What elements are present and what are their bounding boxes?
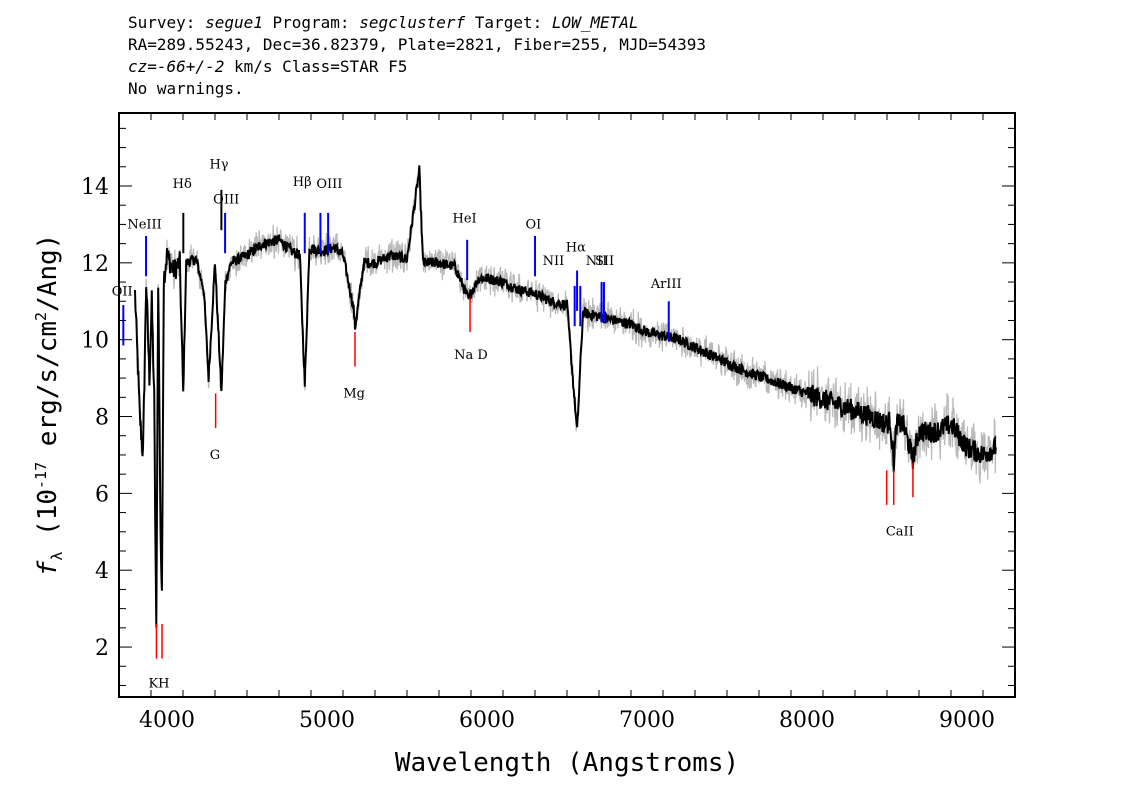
- x-tick-label: 5000: [299, 708, 355, 733]
- x-tick-label: 6000: [459, 708, 515, 733]
- spectrum-line: [134, 165, 997, 628]
- y-axis-sq: 2: [32, 312, 50, 321]
- y-axis-units-a: (10: [33, 489, 63, 552]
- line-label: Hδ: [173, 177, 192, 192]
- line-label: NeIII: [127, 217, 161, 232]
- x-tick-label: 9000: [939, 708, 995, 733]
- y-axis-units-b: erg/s/cm: [33, 321, 63, 462]
- y-axis-exponent: -17: [32, 462, 50, 489]
- x-tick-label: 4000: [139, 708, 195, 733]
- y-axis-units-c: /Ang): [33, 234, 63, 312]
- line-label: OIII: [213, 192, 239, 207]
- y-axis-title: fλ (10-17 erg/s/cm2/Ang): [32, 234, 66, 577]
- line-label: NII: [543, 254, 565, 269]
- y-tick-label: 10: [81, 329, 109, 354]
- line-label: Na D: [454, 348, 488, 363]
- cz-value: =-66+/-2: [147, 57, 225, 76]
- line-label: OI: [526, 217, 542, 232]
- y-tick-label: 8: [95, 406, 109, 431]
- line-label: Hβ: [293, 175, 312, 190]
- x-tick-label: 8000: [779, 708, 835, 733]
- cz-label: cz: [128, 57, 148, 76]
- line-label: HeI: [453, 212, 477, 227]
- line-label: Hα: [566, 240, 586, 255]
- y-tick-label: 6: [95, 482, 109, 507]
- line-label: OIII: [316, 177, 342, 192]
- x-axis-title: Wavelength (Angstroms): [395, 748, 739, 778]
- line-label: OII: [112, 285, 133, 300]
- error-band: [134, 168, 997, 638]
- line-label: ArIII: [650, 277, 682, 292]
- y-tick-label: 4: [95, 559, 109, 584]
- y-tick-label: 12: [81, 252, 109, 277]
- line-label: NII: [586, 254, 608, 269]
- y-tick-label: 2: [95, 636, 109, 661]
- target-value: LOW_METAL: [551, 13, 639, 32]
- line-label: CaII: [886, 525, 914, 540]
- line-label: KH: [148, 676, 169, 691]
- line-label: Hγ: [209, 158, 228, 173]
- x-tick-label: 7000: [619, 708, 675, 733]
- y-tick-label: 14: [81, 175, 109, 200]
- target-label: Target:: [465, 13, 552, 32]
- plot-frame: [118, 112, 1016, 698]
- line-label: SII: [595, 254, 614, 269]
- header-line-3: cz=-66+/-2 km/s Class=STAR F5: [128, 56, 706, 78]
- program-label: Program:: [262, 13, 360, 32]
- axis-ticks: 4000 5000 6000 7000 8000 9000 2 4 6 8 10 12 14: [81, 113, 1016, 733]
- line-label: Mg: [343, 386, 365, 401]
- spectrum-series: [134, 165, 997, 628]
- survey-value: segue1: [205, 13, 263, 32]
- program-value: segclusterf: [359, 13, 466, 32]
- y-axis-flux-symbol: f: [33, 560, 63, 576]
- y-axis-lambda: λ: [48, 552, 66, 561]
- line-label: G: [210, 448, 220, 463]
- header-line-1: Survey: segue1 Program: segclusterf Targ…: [128, 12, 706, 34]
- spectrum-header: Survey: segue1 Program: segclusterf Targ…: [128, 12, 706, 100]
- header-line-4: No warnings.: [128, 79, 244, 98]
- survey-label: Survey:: [128, 13, 206, 32]
- cz-rest: km/s Class=STAR F5: [224, 57, 408, 76]
- error-line: [134, 168, 997, 638]
- header-line-2: RA=289.55243, Dec=36.82379, Plate=2821, …: [128, 35, 706, 54]
